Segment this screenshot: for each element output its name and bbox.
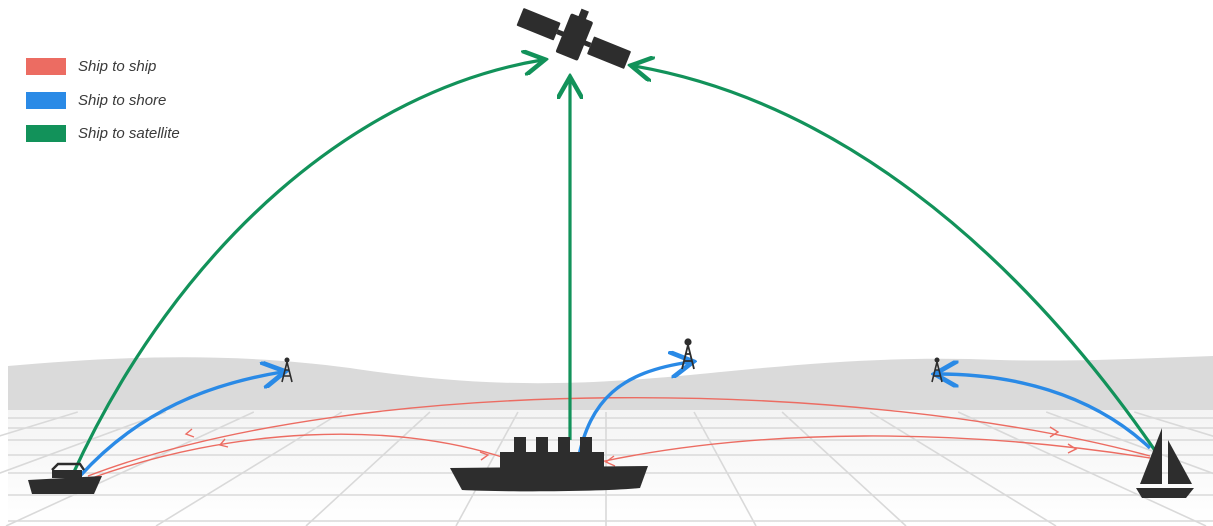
legend-swatch	[26, 125, 66, 142]
radio-tower-icon	[931, 357, 943, 383]
grid-line	[1134, 411, 1213, 437]
legend-item-ship-to-ship: Ship to ship	[26, 58, 180, 75]
satellite-icon	[516, 8, 631, 69]
radio-tower-icon	[681, 338, 695, 370]
grid-line	[1045, 411, 1213, 475]
ship-to-satellite-link	[634, 66, 1158, 453]
grid-line	[0, 411, 78, 437]
grid-line	[5, 411, 255, 526]
grid-line	[781, 411, 907, 526]
ship-to-ship-arrowhead	[1049, 426, 1060, 438]
ship-to-ship-arrowhead	[479, 451, 490, 461]
ship-to-shore-link	[938, 374, 1152, 450]
radio-tower-icon	[281, 357, 293, 383]
legend-label: Ship to shore	[78, 91, 167, 109]
grid-line	[957, 411, 1207, 526]
grid-line	[155, 411, 343, 526]
ship-to-ship-arrowhead	[184, 428, 195, 438]
ship-to-ship-arrowhead	[604, 455, 616, 467]
motorboat-icon	[28, 462, 102, 494]
grid-line	[305, 411, 431, 526]
cargo-ship-icon	[450, 437, 648, 492]
ship-to-shore-link	[78, 372, 282, 478]
grid-line	[693, 411, 757, 526]
grid-line	[0, 411, 167, 474]
legend-item-ship-to-shore: Ship to shore	[26, 91, 180, 109]
legend-label: Ship to satellite	[78, 125, 180, 142]
grid-line	[869, 411, 1057, 526]
ship-to-ship-arrowhead	[1067, 443, 1078, 454]
ship-to-satellite-links	[70, 60, 1158, 477]
shore-band	[8, 356, 1213, 412]
ship-to-satellite-link	[70, 60, 542, 477]
sailboat-icon	[1136, 428, 1194, 498]
legend-swatch	[26, 58, 66, 75]
ship-to-ship-link	[91, 433, 506, 479]
legend-swatch	[26, 91, 66, 109]
ship-to-ship-links	[87, 396, 1151, 479]
legend-label: Ship to ship	[78, 58, 157, 75]
legend: Ship to ship Ship to shore Ship to satel…	[26, 58, 180, 159]
legend-item-ship-to-satellite: Ship to satellite	[26, 125, 180, 142]
ship-to-ship-link	[87, 396, 1151, 477]
sea-grid	[0, 411, 1213, 526]
ship-to-ship-link	[599, 435, 1151, 463]
ship-to-ship-arrowhead	[218, 438, 229, 448]
